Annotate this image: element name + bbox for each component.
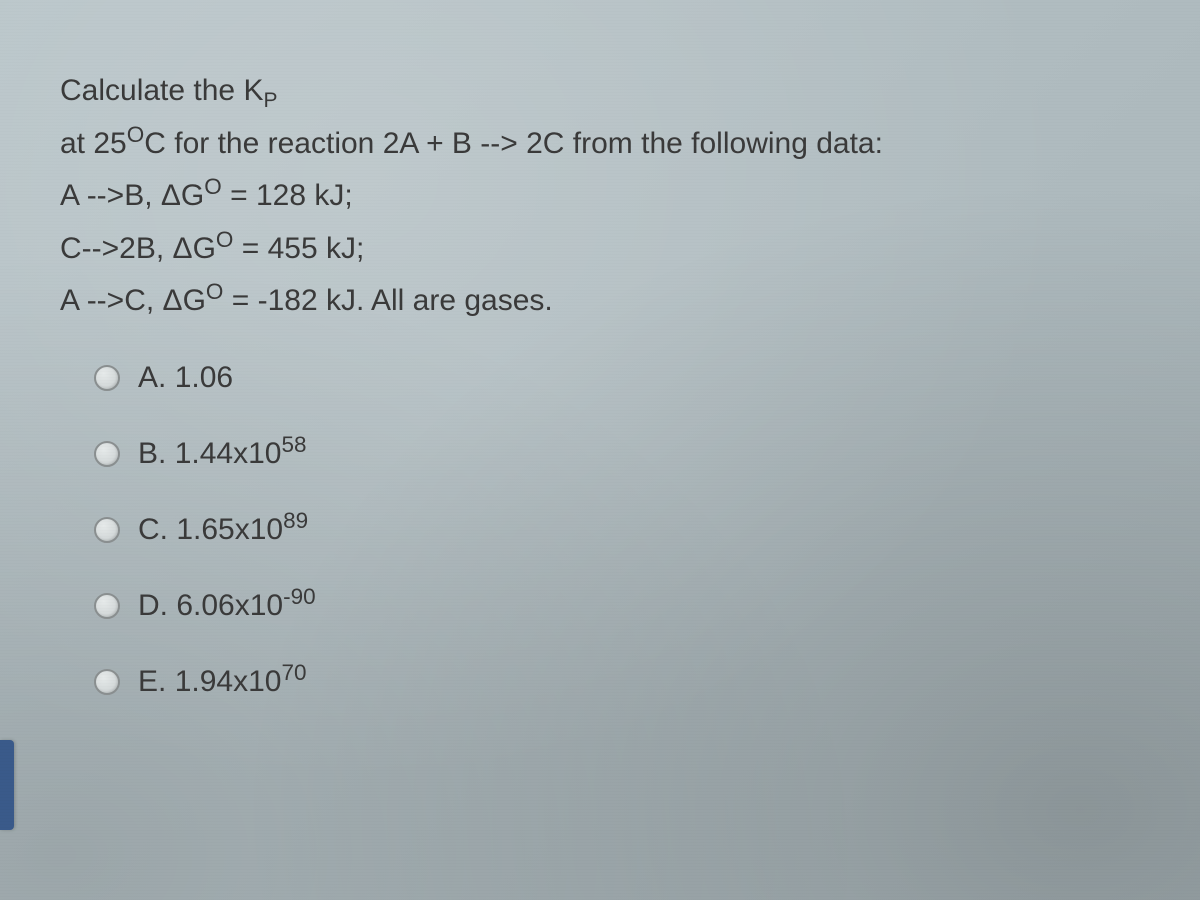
stem-l2-sup: O: [127, 122, 145, 147]
choice-e[interactable]: E. 1.94x1070: [94, 665, 1160, 699]
stem-line-1: Calculate the KP: [60, 68, 1160, 115]
r3-post: = -182 kJ. All are gases.: [223, 284, 552, 317]
choice-d-base: 6.06x10: [176, 589, 283, 622]
stem-line-2: at 25OC for the reaction 2A + B --> 2C f…: [60, 121, 1160, 168]
choice-e-value: 1.94x1070: [175, 665, 307, 698]
choice-b-letter: B.: [138, 437, 166, 470]
stem-l1-sub: P: [263, 89, 277, 112]
r1-pre: A -->B,: [60, 179, 161, 212]
radio-icon[interactable]: [94, 365, 120, 391]
stem-reaction-3: A -->C, ΔGO = -182 kJ. All are gases.: [60, 278, 1160, 325]
choice-b[interactable]: B. 1.44x1058: [94, 437, 1160, 471]
choice-c-exp: 89: [283, 508, 308, 533]
choice-c-value: 1.65x1089: [176, 513, 308, 546]
choice-a[interactable]: A. 1.06: [94, 361, 1160, 395]
choice-b-value: 1.44x1058: [175, 437, 307, 470]
choice-c-base: 1.65x10: [176, 513, 283, 546]
r2-post: = 455 kJ;: [233, 232, 364, 265]
r2-pre: C-->2B,: [60, 232, 173, 265]
r3-dg: ΔG: [163, 284, 206, 317]
radio-icon[interactable]: [94, 669, 120, 695]
choice-b-exp: 58: [281, 432, 306, 457]
stem-reaction-2: C-->2B, ΔGO = 455 kJ;: [60, 226, 1160, 273]
stem-reaction-1: A -->B, ΔGO = 128 kJ;: [60, 173, 1160, 220]
edge-tab: [0, 740, 14, 830]
choice-d-exp: -90: [283, 584, 316, 609]
question-stem: Calculate the KP at 25OC for the reactio…: [60, 68, 1160, 325]
radio-icon[interactable]: [94, 441, 120, 467]
radio-icon[interactable]: [94, 593, 120, 619]
r2-sup: O: [216, 227, 234, 252]
question-block: Calculate the KP at 25OC for the reactio…: [60, 68, 1160, 741]
stem-l1-pre: Calculate the K: [60, 74, 263, 107]
choice-a-letter: A.: [138, 361, 166, 394]
r1-post: = 128 kJ;: [222, 179, 353, 212]
choice-e-exp: 70: [281, 660, 306, 685]
choice-b-base: 1.44x10: [175, 437, 282, 470]
r3-sup: O: [206, 279, 224, 304]
stem-l2-post: C for the reaction 2A + B --> 2C from th…: [144, 127, 883, 160]
stem-l2-pre: at 25: [60, 127, 127, 160]
choice-d-letter: D.: [138, 589, 168, 622]
answer-choices: A. 1.06 B. 1.44x1058 C. 1.65x1089: [60, 361, 1160, 699]
choice-c[interactable]: C. 1.65x1089: [94, 513, 1160, 547]
choice-a-value: 1.06: [175, 361, 233, 394]
r3-pre: A -->C,: [60, 284, 163, 317]
choice-e-letter: E.: [138, 665, 166, 698]
choice-d-value: 6.06x10-90: [176, 589, 315, 622]
r1-dg: ΔG: [161, 179, 204, 212]
choice-d[interactable]: D. 6.06x10-90: [94, 589, 1160, 623]
choice-e-base: 1.94x10: [175, 665, 282, 698]
r1-sup: O: [204, 174, 222, 199]
radio-icon[interactable]: [94, 517, 120, 543]
choice-c-letter: C.: [138, 513, 168, 546]
r2-dg: ΔG: [173, 232, 216, 265]
